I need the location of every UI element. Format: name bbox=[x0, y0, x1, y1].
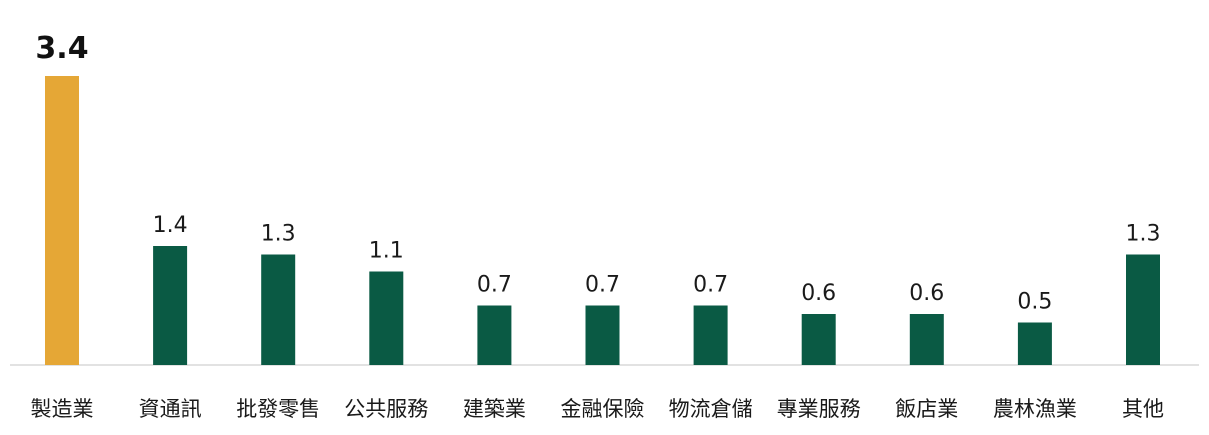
value-label-3: 1.1 bbox=[369, 239, 404, 264]
category-label-6: 物流倉儲 bbox=[669, 397, 753, 421]
category-label-3: 公共服務 bbox=[344, 397, 428, 421]
bar-6 bbox=[693, 305, 728, 365]
category-label-4: 建築業 bbox=[463, 397, 526, 421]
value-label-8: 0.6 bbox=[909, 281, 944, 306]
bar-4 bbox=[477, 305, 512, 365]
category-label-5: 金融保險 bbox=[561, 397, 645, 421]
value-labels-group: 3.4 1.4 1.3 1.1 0.7 0.7 0.7 0.6 0.6 0.5 1.3 bbox=[35, 31, 1160, 315]
bars-group bbox=[45, 76, 1160, 365]
bar-0 bbox=[45, 76, 79, 365]
category-label-7: 專業服務 bbox=[777, 397, 861, 421]
bar-7 bbox=[801, 314, 836, 365]
bar-8 bbox=[909, 314, 944, 365]
category-label-1: 資通訊 bbox=[139, 397, 202, 421]
value-label-7: 0.6 bbox=[801, 281, 836, 306]
bar-10 bbox=[1126, 254, 1160, 365]
category-label-9: 農林漁業 bbox=[993, 397, 1077, 421]
category-label-10: 其他 bbox=[1122, 397, 1164, 421]
category-label-2: 批發零售 bbox=[236, 397, 320, 421]
value-label-5: 0.7 bbox=[585, 273, 620, 298]
value-label-10: 1.3 bbox=[1126, 222, 1161, 247]
bar-2 bbox=[261, 254, 296, 365]
value-label-4: 0.7 bbox=[477, 273, 512, 298]
value-label-9: 0.5 bbox=[1017, 290, 1052, 315]
bar-9 bbox=[1017, 322, 1052, 365]
bar-1 bbox=[153, 246, 188, 365]
category-label-0: 製造業 bbox=[31, 397, 94, 421]
category-labels-group: 製造業 資通訊 批發零售 公共服務 建築業 金融保險 物流倉儲 專業服務 飯店業 農林漁業 其他 bbox=[31, 397, 1165, 421]
bar-3 bbox=[369, 271, 404, 365]
value-label-0: 3.4 bbox=[35, 31, 88, 66]
value-label-2: 1.3 bbox=[261, 222, 296, 247]
value-label-1: 1.4 bbox=[153, 213, 188, 238]
category-label-8: 飯店業 bbox=[895, 397, 958, 421]
bar-5 bbox=[585, 305, 620, 365]
value-label-6: 0.7 bbox=[693, 273, 728, 298]
